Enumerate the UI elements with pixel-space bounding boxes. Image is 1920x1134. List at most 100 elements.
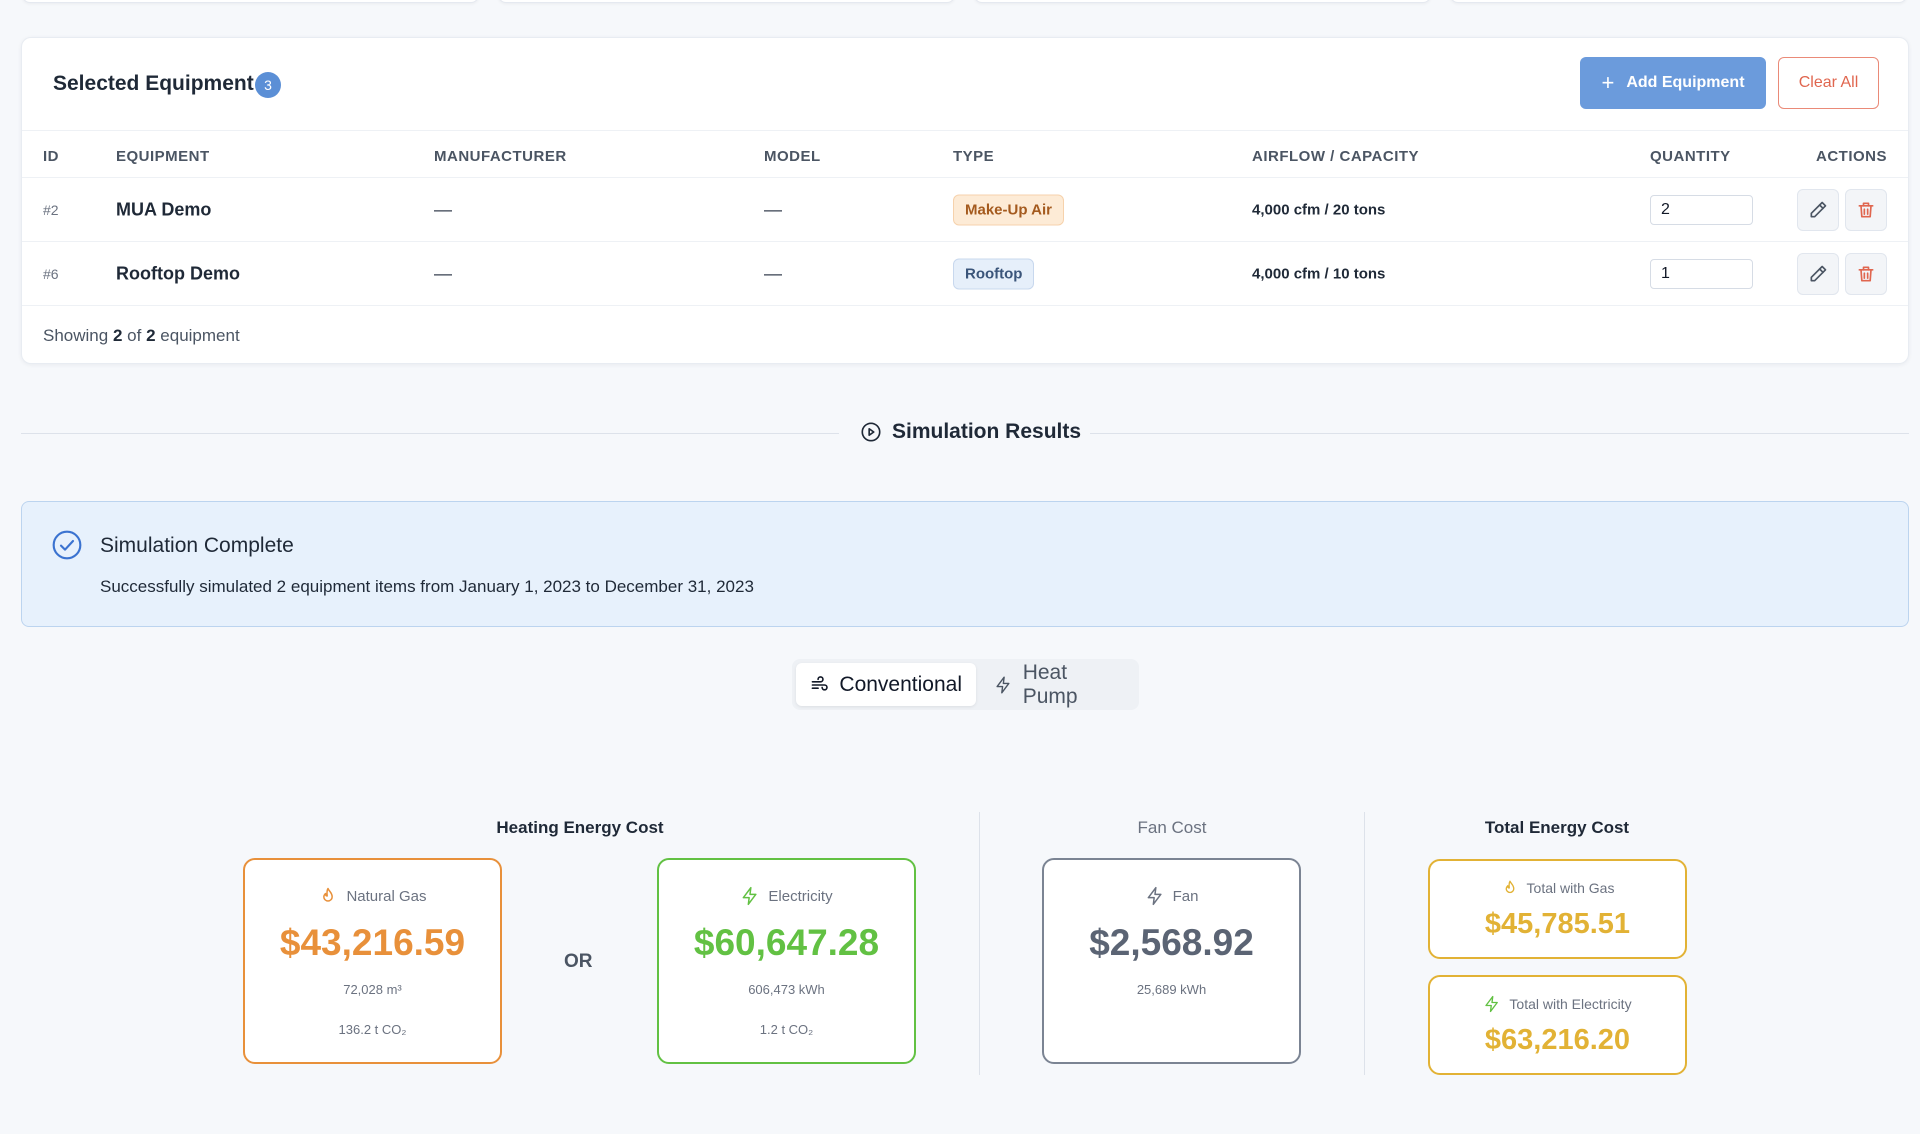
electricity-card: Electricity $60,647.28 606,473 kWh 1.2 t… (657, 858, 916, 1064)
quantity-input[interactable] (1650, 258, 1753, 289)
edit-button[interactable] (1797, 252, 1839, 295)
electricity-label-row: Electricity (659, 886, 914, 906)
alert-title: Simulation Complete (100, 534, 294, 557)
table-row: #6 Rooftop Demo — — Rooftop 4,000 cfm / … (22, 242, 1908, 306)
play-circle-icon (861, 422, 881, 442)
total-with-gas-card: Total with Gas $45,785.51 (1428, 859, 1687, 959)
add-equipment-label: Add Equipment (1626, 74, 1745, 91)
row-id: #6 (43, 265, 59, 282)
table-header: ID EQUIPMENT MANUFACTURER MODEL TYPE AIR… (22, 130, 1908, 178)
simulation-results-label: Simulation Results (892, 420, 1082, 443)
row-equipment-name: Rooftop Demo (116, 263, 240, 283)
simulation-complete-alert: Simulation Complete Successfully simulat… (21, 501, 1909, 627)
flame-icon (1505, 880, 1514, 894)
total-electricity-cost: $63,216.20 (1484, 1024, 1631, 1056)
fan-card: Fan $2,568.92 25,689 kWh (1042, 858, 1301, 1064)
pencil-icon (1810, 265, 1827, 281)
showing-of: of (127, 326, 142, 345)
tab-conventional[interactable]: Conventional (796, 663, 976, 706)
flame-icon (323, 887, 334, 902)
section-divider (979, 812, 980, 1075)
electricity-cost: $60,647.28 (693, 922, 880, 963)
trash-icon (1858, 266, 1874, 281)
fan-usage: 25,689 kWh (1136, 982, 1207, 997)
fan-cost: $2,568.92 (1089, 922, 1254, 963)
lightning-icon (1147, 886, 1162, 906)
natural-gas-label-row: Natural Gas (245, 886, 500, 906)
table-row: #2 MUA Demo — — Make-Up Air 4,000 cfm / … (22, 178, 1908, 242)
showing-count: 2 (112, 326, 123, 345)
row-manufacturer: — (434, 263, 452, 283)
stat-card-stub-2 (498, 0, 955, 3)
clear-all-button[interactable]: Clear All (1778, 57, 1879, 109)
natural-gas-usage: 72,028 m³ (343, 982, 402, 997)
plus-icon: + (1601, 70, 1615, 95)
total-electricity-label: Total with Electricity (1509, 996, 1632, 1012)
showing-suffix: equipment (160, 326, 240, 345)
column-header-id[interactable]: ID (43, 148, 59, 165)
selected-equipment-card: Selected Equipment 3 + Add Equipment Cle… (21, 37, 1909, 364)
showing-prefix: Showing (43, 326, 109, 345)
electricity-label: Electricity (768, 887, 833, 905)
total-with-electricity-card: Total with Electricity $63,216.20 (1428, 975, 1687, 1075)
row-model: — (764, 263, 782, 283)
fan-cost-title: Fan Cost (1137, 818, 1207, 837)
natural-gas-label: Natural Gas (346, 887, 427, 905)
column-header-actions: ACTIONS (1816, 148, 1887, 165)
row-equipment-name: MUA Demo (116, 199, 212, 219)
or-separator: OR (564, 951, 593, 972)
delete-button[interactable] (1845, 188, 1887, 231)
quantity-input[interactable] (1650, 194, 1753, 225)
equipment-count-badge: 3 (255, 72, 281, 98)
total-gas-label: Total with Gas (1526, 880, 1615, 896)
edit-button[interactable] (1797, 188, 1839, 231)
simulation-results-heading: Simulation Results (860, 420, 1081, 444)
pencil-icon (1810, 201, 1827, 217)
lightning-icon (1485, 995, 1499, 1013)
heating-energy-cost-title: Heating Energy Cost (496, 818, 664, 837)
row-airflow: 4,000 cfm / 20 tons (1252, 201, 1386, 218)
total-gas-label-row: Total with Gas (1430, 879, 1685, 897)
total-gas-cost: $45,785.51 (1484, 908, 1631, 940)
column-header-equipment[interactable]: EQUIPMENT (116, 148, 210, 165)
section-divider (1364, 812, 1365, 1075)
natural-gas-cost: $43,216.59 (279, 922, 466, 963)
type-badge: Make-Up Air (953, 194, 1064, 225)
row-model: — (764, 199, 782, 219)
column-header-manufacturer[interactable]: MANUFACTURER (434, 148, 567, 165)
showing-count-text: Showing 2 of 2 equipment (43, 326, 240, 346)
column-header-model[interactable]: MODEL (764, 148, 821, 165)
total-energy-cost-title: Total Energy Cost (1484, 818, 1630, 837)
system-type-toggle: Conventional Heat Pump (792, 659, 1139, 710)
row-manufacturer: — (434, 199, 452, 219)
delete-button[interactable] (1845, 252, 1887, 295)
total-electricity-label-row: Total with Electricity (1430, 995, 1685, 1013)
column-header-type[interactable]: TYPE (953, 148, 995, 165)
natural-gas-card: Natural Gas $43,216.59 72,028 m³ 136.2 t… (243, 858, 502, 1064)
fan-label-row: Fan (1044, 886, 1299, 906)
row-airflow: 4,000 cfm / 10 tons (1252, 265, 1386, 282)
stat-card-stub-4 (1450, 0, 1907, 3)
row-id: #2 (43, 201, 59, 218)
lightning-icon (996, 676, 1010, 693)
fan-label: Fan (1172, 887, 1199, 905)
lightning-icon (742, 886, 757, 906)
divider-right (1090, 433, 1909, 434)
wind-icon (811, 675, 828, 691)
type-badge: Rooftop (953, 258, 1035, 289)
tab-heat-pump[interactable]: Heat Pump (980, 660, 1135, 708)
equipment-header: Selected Equipment 3 + Add Equipment Cle… (22, 38, 1908, 130)
trash-icon (1858, 202, 1874, 217)
column-header-airflow[interactable]: AIRFLOW / CAPACITY (1252, 148, 1420, 165)
stat-card-stub-1 (22, 0, 479, 3)
electricity-co2: 1.2 t CO₂ (759, 1022, 814, 1037)
column-header-quantity[interactable]: QUANTITY (1650, 148, 1731, 165)
natural-gas-co2: 136.2 t CO₂ (338, 1022, 407, 1037)
equipment-title: Selected Equipment (53, 72, 254, 95)
tab-heat-pump-label: Heat Pump (1022, 660, 1078, 708)
tab-conventional-label: Conventional (839, 672, 962, 696)
check-circle-icon (52, 530, 82, 560)
alert-message: Successfully simulated 2 equipment items… (100, 577, 754, 596)
stat-card-stub-3 (974, 0, 1431, 3)
add-equipment-button[interactable]: + Add Equipment (1580, 57, 1766, 109)
